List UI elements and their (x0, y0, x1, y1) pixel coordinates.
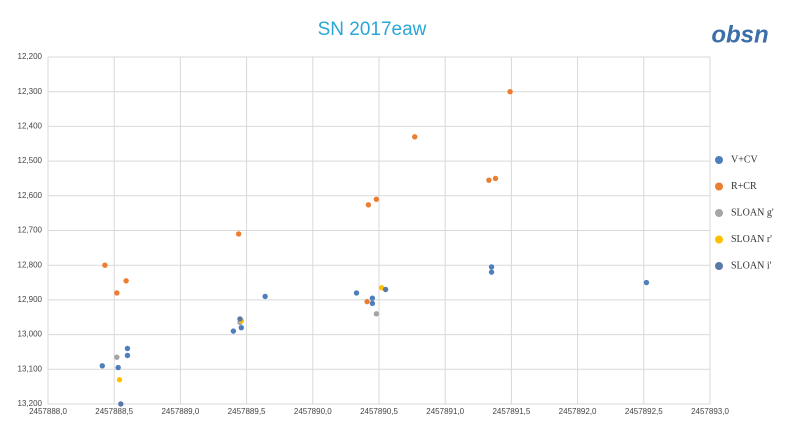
y-tick-label: 13,200 (18, 399, 43, 408)
legend-marker (715, 182, 723, 191)
x-tick-label: 2457893,0 (691, 407, 729, 416)
x-tick-label: 2457891,5 (492, 407, 530, 416)
legend-label: SLOAN r' (731, 234, 772, 245)
point (102, 262, 108, 268)
point (230, 328, 237, 334)
point (373, 196, 380, 202)
point (114, 290, 120, 296)
x-tick-label: 2457888,0 (29, 407, 67, 416)
point (238, 324, 245, 331)
x-tick-label: 2457891,0 (426, 407, 464, 416)
legend-marker (715, 262, 723, 270)
x-tick-label: 2457888,5 (95, 407, 133, 416)
point (488, 264, 495, 270)
x-tick-label: 2457889,5 (228, 407, 266, 416)
point (99, 363, 105, 369)
y-tick-label: 13,000 (18, 330, 43, 339)
point (353, 290, 360, 296)
x-tick-label: 2457890,5 (360, 407, 398, 416)
point (235, 231, 242, 237)
point (124, 352, 131, 359)
y-tick-label: 12,500 (18, 156, 43, 165)
y-tick-label: 12,800 (18, 260, 43, 269)
point (116, 377, 123, 383)
point (115, 364, 121, 371)
y-tick-label: 12,300 (18, 87, 43, 96)
legend-marker (715, 156, 723, 164)
y-tick-label: 12,400 (18, 122, 43, 131)
point (237, 316, 243, 322)
point (369, 300, 376, 307)
point (488, 269, 495, 275)
point (123, 278, 129, 284)
x-tick-label: 2457889,0 (161, 407, 199, 416)
legend-label: SLOAN g' (731, 207, 774, 218)
point (365, 202, 372, 208)
point (507, 89, 513, 95)
y-tick-label: 12,900 (18, 295, 43, 304)
point (492, 175, 499, 182)
point (382, 286, 389, 293)
y-tick-label: 12,200 (18, 52, 43, 61)
point (364, 298, 370, 305)
legend-marker (715, 209, 723, 217)
point (124, 345, 131, 352)
point (486, 177, 492, 183)
point (118, 401, 124, 407)
x-tick-label: 2457890,0 (294, 407, 332, 416)
legend-label: V+CV (731, 154, 759, 165)
point (643, 279, 650, 286)
x-tick-label: 2457892,0 (559, 407, 597, 416)
point (369, 295, 376, 301)
legend-label: SLOAN i' (731, 260, 772, 271)
point (262, 293, 268, 300)
legend-label: R+CR (731, 181, 757, 192)
logo: obsn (711, 21, 768, 48)
y-tick-label: 13,100 (18, 364, 43, 373)
chart-title: SN 2017eaw (318, 19, 427, 40)
y-tick-label: 12,700 (18, 226, 43, 235)
x-tick-label: 2457892,5 (625, 407, 663, 416)
point (373, 311, 380, 317)
legend-marker (715, 235, 723, 244)
point (412, 134, 418, 140)
y-tick-label: 12,600 (18, 191, 43, 200)
point (114, 354, 120, 360)
